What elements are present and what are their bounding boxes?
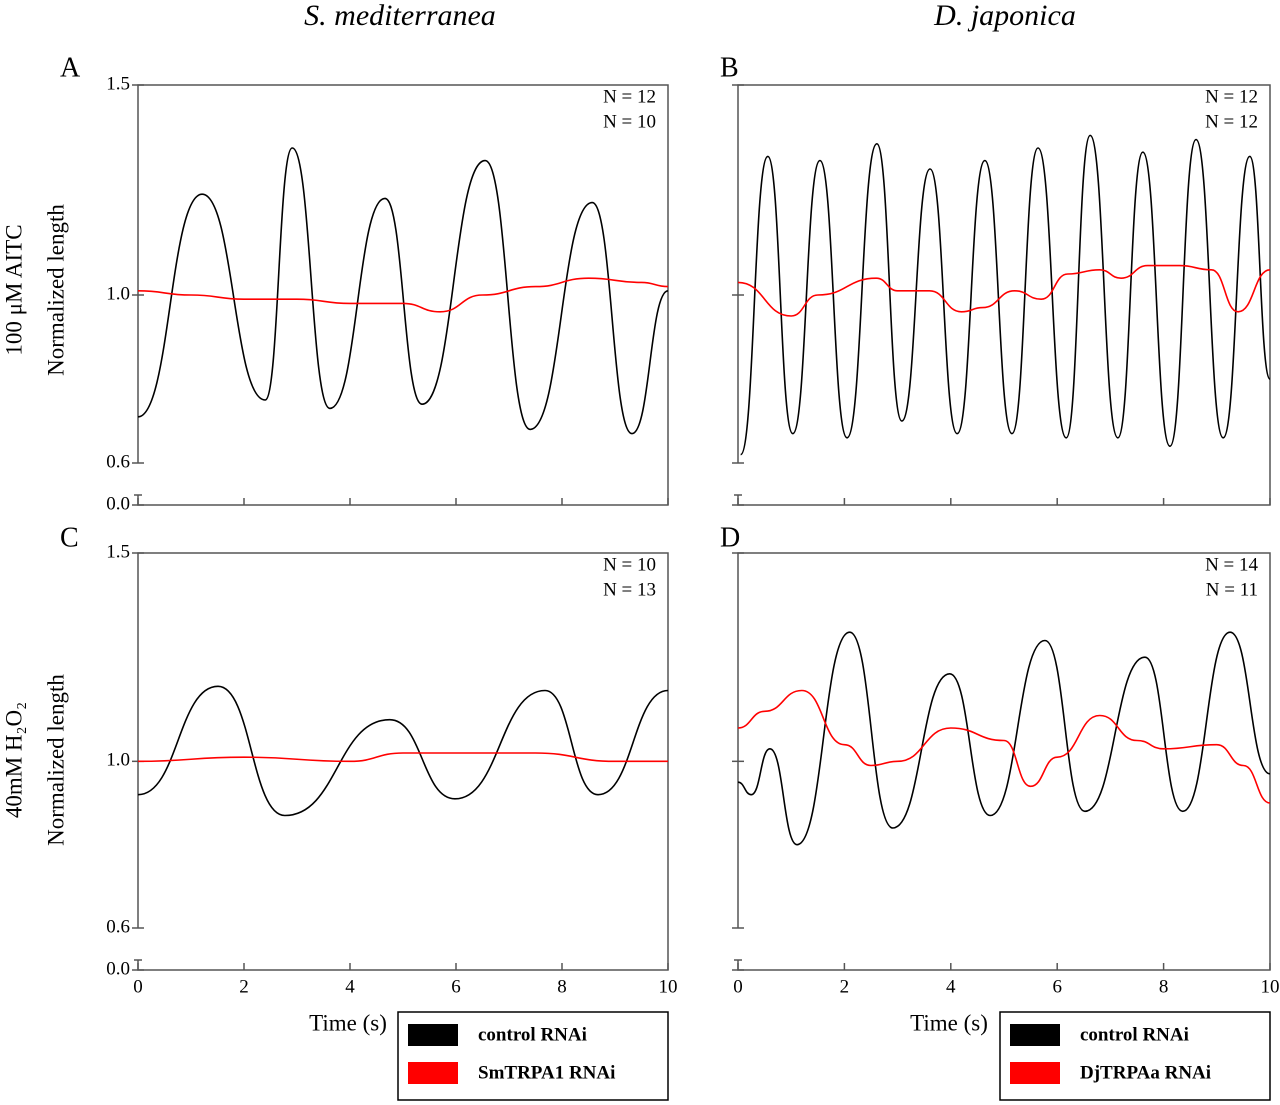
legend-swatch: [1010, 1024, 1060, 1046]
series-line: [137, 277, 669, 313]
panel-label: B: [720, 52, 739, 83]
legend-label: DjTRPAa RNAi: [1080, 1062, 1211, 1083]
x-tick-label: 10: [659, 976, 678, 997]
n-label: N = 10: [603, 554, 656, 575]
n-label: N = 14: [1205, 554, 1258, 575]
legend-label: control RNAi: [1080, 1024, 1189, 1045]
series-line: [739, 134, 1271, 456]
series-line: [737, 689, 1271, 804]
x-tick-label: 0: [733, 976, 743, 997]
x-tick-label: 10: [1261, 976, 1280, 997]
row-label: 100 μM AITC: [1, 224, 26, 355]
column-title: S. mediterranea: [304, 0, 496, 32]
column-title: D. japonica: [933, 0, 1076, 32]
series-line: [737, 631, 1271, 846]
n-label: N = 10: [603, 111, 656, 132]
n-label: N = 11: [1206, 579, 1258, 600]
n-label: N = 13: [603, 579, 656, 600]
n-label: N = 12: [1205, 111, 1258, 132]
y-tick-label: 1.0: [106, 750, 130, 771]
panel-label: A: [60, 52, 81, 83]
x-axis-label: Time (s): [309, 1010, 387, 1035]
series-line: [137, 147, 669, 435]
legend-swatch: [1010, 1062, 1060, 1084]
legend-box: [397, 1011, 669, 1101]
y-tick-label: 0.0: [106, 958, 130, 979]
legend-box: [999, 1011, 1271, 1101]
x-tick-label: 0: [133, 976, 143, 997]
n-label: N = 12: [1205, 86, 1258, 107]
y-tick-label: 0.0: [106, 493, 130, 514]
plot-frame: [137, 552, 669, 971]
x-tick-label: 6: [1052, 976, 1062, 997]
x-axis-label: Time (s): [910, 1010, 988, 1035]
y-tick-label: 1.5: [106, 73, 130, 94]
legend-label: control RNAi: [478, 1024, 587, 1045]
x-tick-label: 2: [840, 976, 850, 997]
series-line: [137, 685, 669, 817]
y-axis-label: Normalized length: [43, 674, 68, 846]
panel-label: C: [60, 522, 79, 553]
x-tick-label: 8: [557, 976, 567, 997]
series-line: [737, 264, 1271, 317]
legend-swatch: [408, 1024, 458, 1046]
row-label: 40mM H₂O₂: [1, 702, 26, 818]
panel-label: D: [720, 522, 740, 553]
x-tick-label: 4: [946, 976, 956, 997]
x-tick-label: 4: [345, 976, 355, 997]
x-tick-label: 6: [451, 976, 461, 997]
y-tick-label: 0.6: [106, 451, 130, 472]
x-tick-label: 8: [1159, 976, 1169, 997]
y-tick-label: 0.6: [106, 916, 130, 937]
legend-swatch: [408, 1062, 458, 1084]
n-label: N = 12: [603, 86, 656, 107]
x-tick-label: 2: [239, 976, 249, 997]
series-line: [137, 752, 668, 763]
y-tick-label: 1.0: [106, 283, 130, 304]
plot-frame: [737, 552, 1271, 971]
legend-label: SmTRPA1 RNAi: [478, 1062, 615, 1083]
y-tick-label: 1.5: [106, 541, 130, 562]
y-axis-label: Normalized length: [43, 204, 68, 376]
